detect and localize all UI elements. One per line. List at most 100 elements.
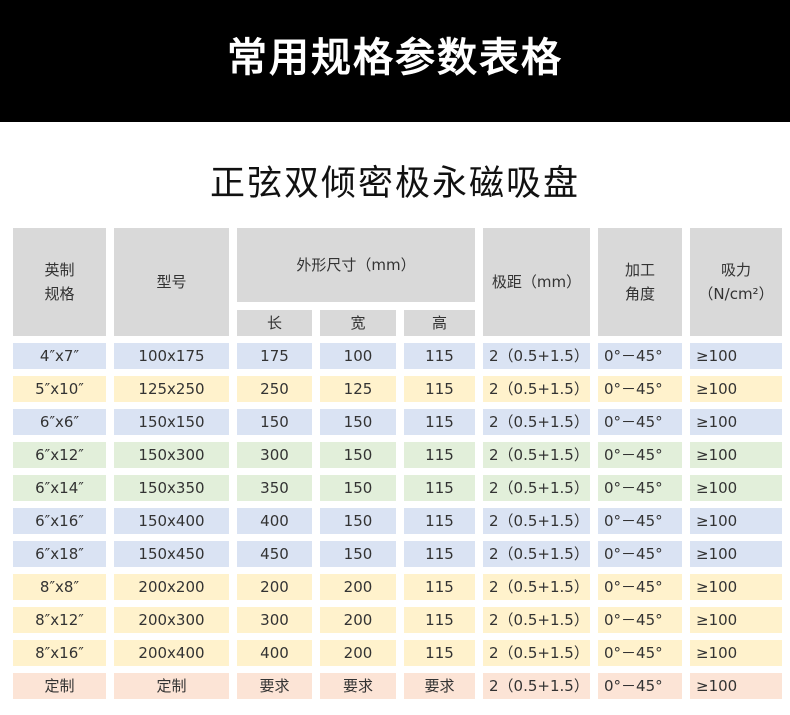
cell-text: 角度 <box>624 285 655 303</box>
table-cell: 150 <box>320 541 396 567</box>
table-cell: 150 <box>320 409 396 435</box>
table-cell: 0°－45° <box>598 640 682 666</box>
header-cell: 宽 <box>320 310 396 336</box>
cell-text: 6″x12″ <box>35 446 84 464</box>
cell-text: ≥100 <box>696 545 738 563</box>
cell-text: 200x400 <box>138 644 205 662</box>
cell-text: 型号 <box>156 273 187 291</box>
cell-text: 300 <box>260 611 289 629</box>
cell-text: 115 <box>425 347 454 365</box>
cell-text: 100 <box>343 347 373 365</box>
cell-text: 150 <box>260 413 289 431</box>
table-cell: ≥100 <box>690 607 782 633</box>
cell-text: 2（0.5+1.5） <box>489 380 589 398</box>
table-cell: 150 <box>320 475 396 501</box>
cell-text: 2（0.5+1.5） <box>489 479 589 497</box>
cell-text: 5″x10″ <box>35 380 84 398</box>
table-cell: 6″x12″ <box>13 442 106 468</box>
cell-text: 6″x6″ <box>39 413 80 431</box>
cell-text: 0°－45° <box>604 479 663 497</box>
cell-text: 高 <box>431 314 447 332</box>
table-cell: 350 <box>237 475 312 501</box>
table-cell: 150 <box>237 409 312 435</box>
table-cell: 115 <box>404 607 475 633</box>
table-cell: 定制 <box>114 673 229 699</box>
table-cell: 150 <box>320 508 396 534</box>
table-cell: 2（0.5+1.5） <box>483 607 590 633</box>
cell-text: 150 <box>343 512 373 530</box>
cell-text: 115 <box>425 413 454 431</box>
table-cell: 150x350 <box>114 475 229 501</box>
cell-text: ≥100 <box>696 347 738 365</box>
table-cell: 125x250 <box>114 376 229 402</box>
cell-text: 0°－45° <box>604 380 663 398</box>
cell-text: 100x175 <box>138 347 205 365</box>
header-cell: 加工 角度 <box>598 228 682 336</box>
table-cell: 150x300 <box>114 442 229 468</box>
cell-text: 200 <box>343 578 373 596</box>
cell-text: 125 <box>343 380 373 398</box>
table-cell: 2（0.5+1.5） <box>483 574 590 600</box>
table-cell: 115 <box>404 508 475 534</box>
cell-text: 150 <box>343 446 373 464</box>
table-cell: ≥100 <box>690 475 782 501</box>
cell-text: 150 <box>343 545 373 563</box>
subtitle: 正弦双倾密极永磁吸盘 <box>209 164 580 204</box>
cell-text: ≥100 <box>696 413 738 431</box>
cell-text: ≥100 <box>696 677 738 695</box>
cell-text: 115 <box>425 545 454 563</box>
header-cell: 长 <box>237 310 312 336</box>
cell-text: 2（0.5+1.5） <box>489 677 589 695</box>
table-cell: 6″x6″ <box>13 409 106 435</box>
cell-text: 150x150 <box>138 413 205 431</box>
cell-text: 外形尺寸（mm） <box>296 256 416 274</box>
cell-text: ≥100 <box>696 446 738 464</box>
table-cell: 200x200 <box>114 574 229 600</box>
table-cell: 0°－45° <box>598 574 682 600</box>
table-cell: 115 <box>404 574 475 600</box>
table-cell: 115 <box>404 442 475 468</box>
cell-text: 8″x8″ <box>39 578 80 596</box>
cell-text: 200x300 <box>138 611 205 629</box>
table-cell: 2（0.5+1.5） <box>483 508 590 534</box>
cell-text: 200x200 <box>138 578 205 596</box>
table-cell: 150x450 <box>114 541 229 567</box>
cell-text: （N/cm²） <box>698 285 774 303</box>
table-cell: 0°－45° <box>598 343 682 369</box>
table-cell: 6″x18″ <box>13 541 106 567</box>
cell-text: 2（0.5+1.5） <box>489 413 589 431</box>
cell-text: 宽 <box>350 314 366 332</box>
table-cell: 0°－45° <box>598 673 682 699</box>
cell-text: 200 <box>343 611 373 629</box>
table-cell: 115 <box>404 475 475 501</box>
cell-text: 450 <box>260 545 289 563</box>
table-cell: ≥100 <box>690 442 782 468</box>
table-cell: 0°－45° <box>598 442 682 468</box>
table-cell: 125 <box>320 376 396 402</box>
cell-text: ≥100 <box>696 380 738 398</box>
table-cell: 250 <box>237 376 312 402</box>
cell-text: 0°－45° <box>604 545 663 563</box>
cell-text: 350 <box>260 479 289 497</box>
cell-text: 2（0.5+1.5） <box>489 545 589 563</box>
table-cell: 2（0.5+1.5） <box>483 409 590 435</box>
cell-text: 150x300 <box>138 446 205 464</box>
table-cell: 6″x16″ <box>13 508 106 534</box>
cell-text: 6″x14″ <box>35 479 84 497</box>
cell-text: 115 <box>425 446 454 464</box>
cell-text: ≥100 <box>696 512 738 530</box>
cell-text: 400 <box>260 644 289 662</box>
cell-text: 0°－45° <box>604 446 663 464</box>
cell-text: 定制 <box>44 677 75 695</box>
table-cell: 150x150 <box>114 409 229 435</box>
cell-text: 150x400 <box>138 512 205 530</box>
cell-text: 150x450 <box>138 545 205 563</box>
table-cell: 200x400 <box>114 640 229 666</box>
cell-text: 4″x7″ <box>39 347 80 365</box>
cell-text: 定制 <box>156 677 187 695</box>
table-cell: 2（0.5+1.5） <box>483 343 590 369</box>
table-cell: 400 <box>237 640 312 666</box>
table-cell: 2（0.5+1.5） <box>483 541 590 567</box>
table-cell: 2（0.5+1.5） <box>483 475 590 501</box>
